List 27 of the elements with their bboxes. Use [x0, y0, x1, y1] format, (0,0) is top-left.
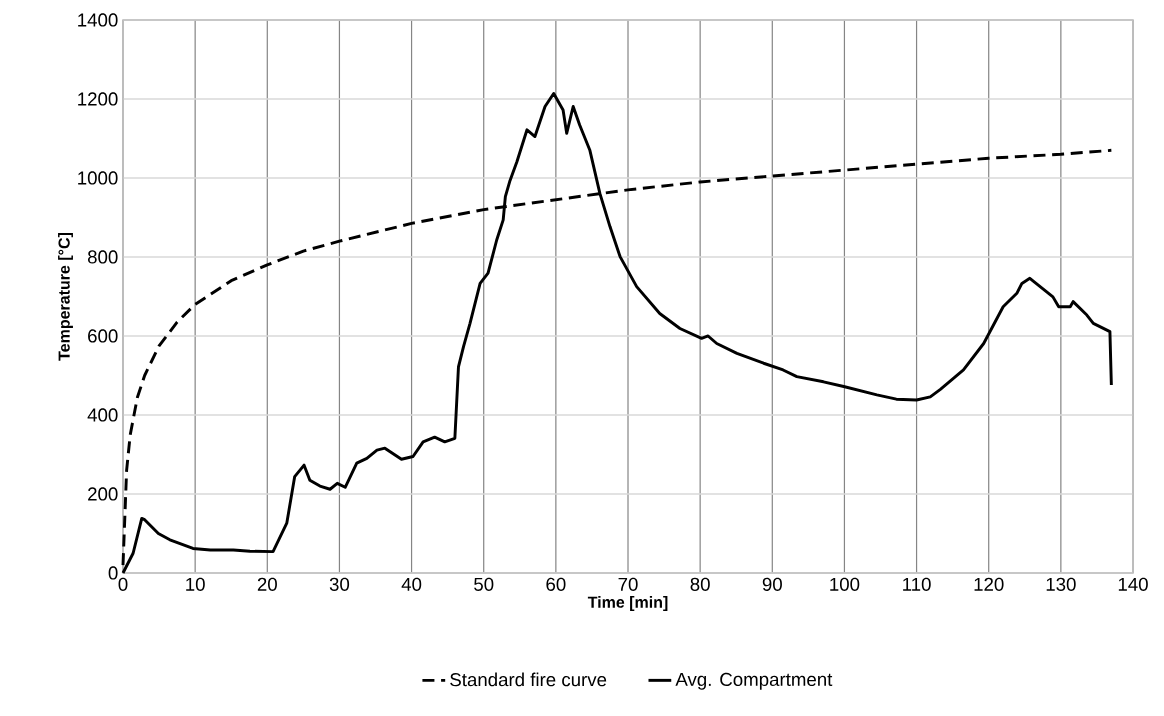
x-tick-label: 20: [257, 577, 277, 591]
y-tick-label: 200: [88, 487, 118, 501]
y-tick-label: 1000: [78, 171, 118, 185]
x-tick-label: 30: [329, 577, 350, 591]
legend-label: Avg. Compartment: [675, 672, 833, 690]
x-tick-label: 60: [546, 577, 566, 591]
x-tick-label: 130: [1046, 577, 1076, 591]
x-tick-label: 0: [118, 577, 128, 591]
y-tick-label: 600: [88, 329, 118, 343]
y-tick-label: 1400: [78, 13, 118, 27]
x-tick-label: 80: [690, 577, 710, 591]
y-axis-title: Temperature [°C]: [58, 233, 73, 361]
y-tick-label: 1200: [78, 92, 118, 106]
x-tick-label: 10: [186, 577, 205, 591]
y-tick-label: 0: [108, 566, 118, 580]
x-tick-label: 100: [830, 577, 860, 591]
x-tick-label: 50: [474, 577, 494, 591]
x-tick-label: 90: [762, 577, 782, 591]
x-tick-label: 40: [401, 577, 422, 591]
x-tick-label: 140: [1118, 577, 1148, 591]
x-axis-title: Time [min]: [587, 596, 668, 611]
y-tick-label: 800: [87, 250, 118, 264]
x-tick-label: 110: [903, 577, 931, 591]
x-tick-label: 120: [974, 577, 1004, 591]
x-tick-label: 70: [618, 577, 638, 591]
y-tick-label: 400: [87, 408, 118, 422]
legend-label: Standard fire curve: [450, 672, 607, 687]
